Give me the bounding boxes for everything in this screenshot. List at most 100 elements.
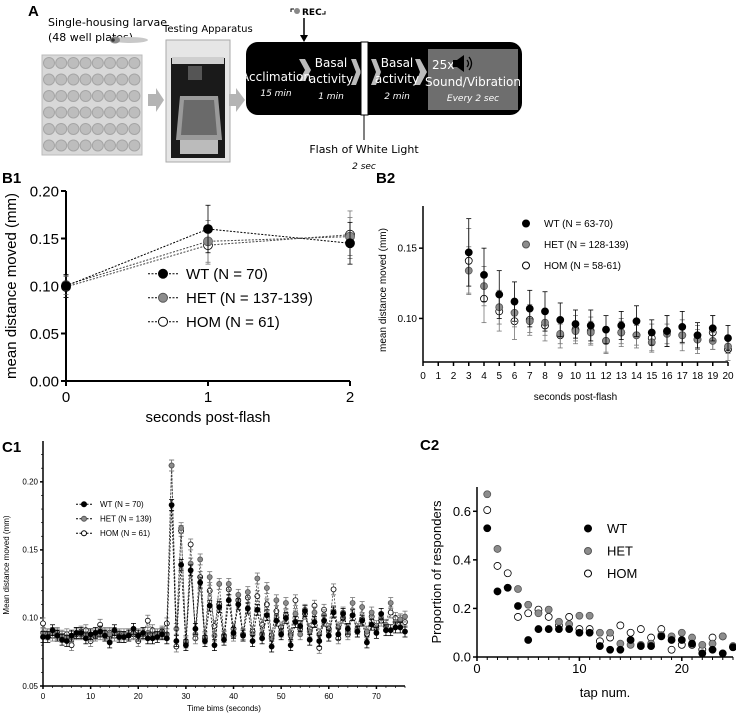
data-point	[383, 627, 389, 634]
step-title-2: activity	[309, 72, 353, 86]
data-point	[283, 600, 289, 606]
legend-label: WT (N = 70)	[100, 500, 144, 509]
data-point	[82, 635, 89, 642]
data-point	[565, 613, 574, 621]
well	[43, 106, 55, 119]
well	[104, 57, 116, 69]
series-line	[43, 504, 406, 647]
data-point	[202, 638, 208, 644]
x-tick-label: 5	[496, 371, 502, 382]
data-point	[63, 638, 70, 644]
data-point	[368, 621, 375, 628]
data-point	[273, 597, 280, 604]
data-point	[78, 630, 85, 636]
data-point	[359, 617, 366, 624]
step-title: Basal	[381, 56, 414, 70]
x-tick-label: 0	[62, 389, 70, 406]
well	[55, 73, 68, 86]
data-point	[493, 587, 502, 596]
data-point	[254, 575, 261, 582]
data-point	[387, 627, 394, 634]
x-tick-label: 15	[646, 371, 658, 382]
data-point	[230, 630, 237, 636]
well	[55, 106, 68, 119]
data-point	[40, 634, 46, 640]
data-point	[349, 600, 356, 606]
data-point	[121, 634, 127, 640]
well	[79, 123, 92, 135]
data-point	[555, 617, 563, 626]
data-point	[556, 315, 565, 324]
record-icon	[294, 8, 300, 14]
data-point	[59, 636, 65, 643]
well	[116, 106, 129, 119]
data-point	[216, 604, 223, 610]
legend-label: HET (N = 137-139)	[186, 290, 313, 307]
legend-label: HOM (N = 58-61)	[544, 261, 621, 272]
data-point	[606, 645, 615, 654]
legend-marker	[584, 524, 592, 533]
x-tick-label: 0	[420, 371, 426, 382]
data-point	[263, 585, 270, 591]
data-point	[503, 569, 512, 578]
well	[128, 90, 141, 102]
data-point	[330, 586, 337, 593]
well	[116, 123, 129, 135]
data-point	[325, 632, 332, 639]
x-tick-label: 60	[324, 692, 333, 701]
well	[55, 123, 68, 135]
data-point	[216, 581, 223, 587]
apparatus-label: Testing Apparatus	[162, 24, 253, 35]
x-tick-label: 17	[677, 371, 689, 382]
data-point	[397, 616, 404, 623]
data-point	[698, 640, 707, 649]
data-point	[663, 327, 671, 335]
data-point	[187, 567, 194, 574]
data-point	[595, 628, 604, 637]
data-point	[571, 320, 580, 328]
data-point	[206, 602, 213, 609]
data-point	[636, 642, 645, 650]
data-point	[724, 334, 732, 343]
arrow-icon	[229, 88, 245, 112]
legend-marker	[158, 316, 168, 327]
x-tick-label: 4	[481, 371, 487, 382]
data-point	[340, 610, 346, 617]
y-tick-label: 0.05	[22, 682, 38, 691]
data-point	[168, 462, 175, 469]
data-point	[235, 591, 242, 598]
series-wt	[483, 524, 736, 658]
data-point	[544, 613, 553, 621]
data-point	[302, 608, 308, 615]
data-point	[206, 587, 213, 594]
data-point	[718, 649, 727, 658]
y-axis-label: Mean distance moved (mm)	[2, 515, 11, 614]
data-point	[387, 600, 394, 606]
well	[104, 106, 116, 119]
data-point	[335, 631, 342, 638]
well	[104, 139, 116, 152]
y-tick-label: 0.05	[30, 326, 59, 343]
legend-item: HOM (N = 61)	[76, 529, 150, 538]
legend-marker	[81, 530, 87, 537]
arrow-icon	[351, 59, 361, 85]
data-point	[708, 645, 717, 654]
x-axis-label: tap num.	[580, 685, 631, 700]
data-point	[292, 597, 299, 604]
panel-label-b2: B2	[376, 170, 395, 187]
data-point	[68, 632, 75, 639]
y-tick-label: 0.20	[22, 478, 38, 487]
x-tick-label: 0	[473, 661, 480, 676]
well	[79, 139, 92, 152]
x-tick-label: 6	[512, 371, 518, 382]
y-tick-label: 0.2	[453, 601, 471, 616]
data-point	[187, 541, 194, 548]
data-point	[311, 619, 318, 625]
panel-label-b1: B1	[2, 170, 21, 187]
x-tick-label: 13	[616, 371, 628, 382]
data-point	[363, 628, 370, 635]
data-point	[373, 630, 380, 636]
y-tick-label: 0.15	[30, 231, 59, 248]
well	[43, 90, 55, 102]
well	[116, 139, 129, 152]
